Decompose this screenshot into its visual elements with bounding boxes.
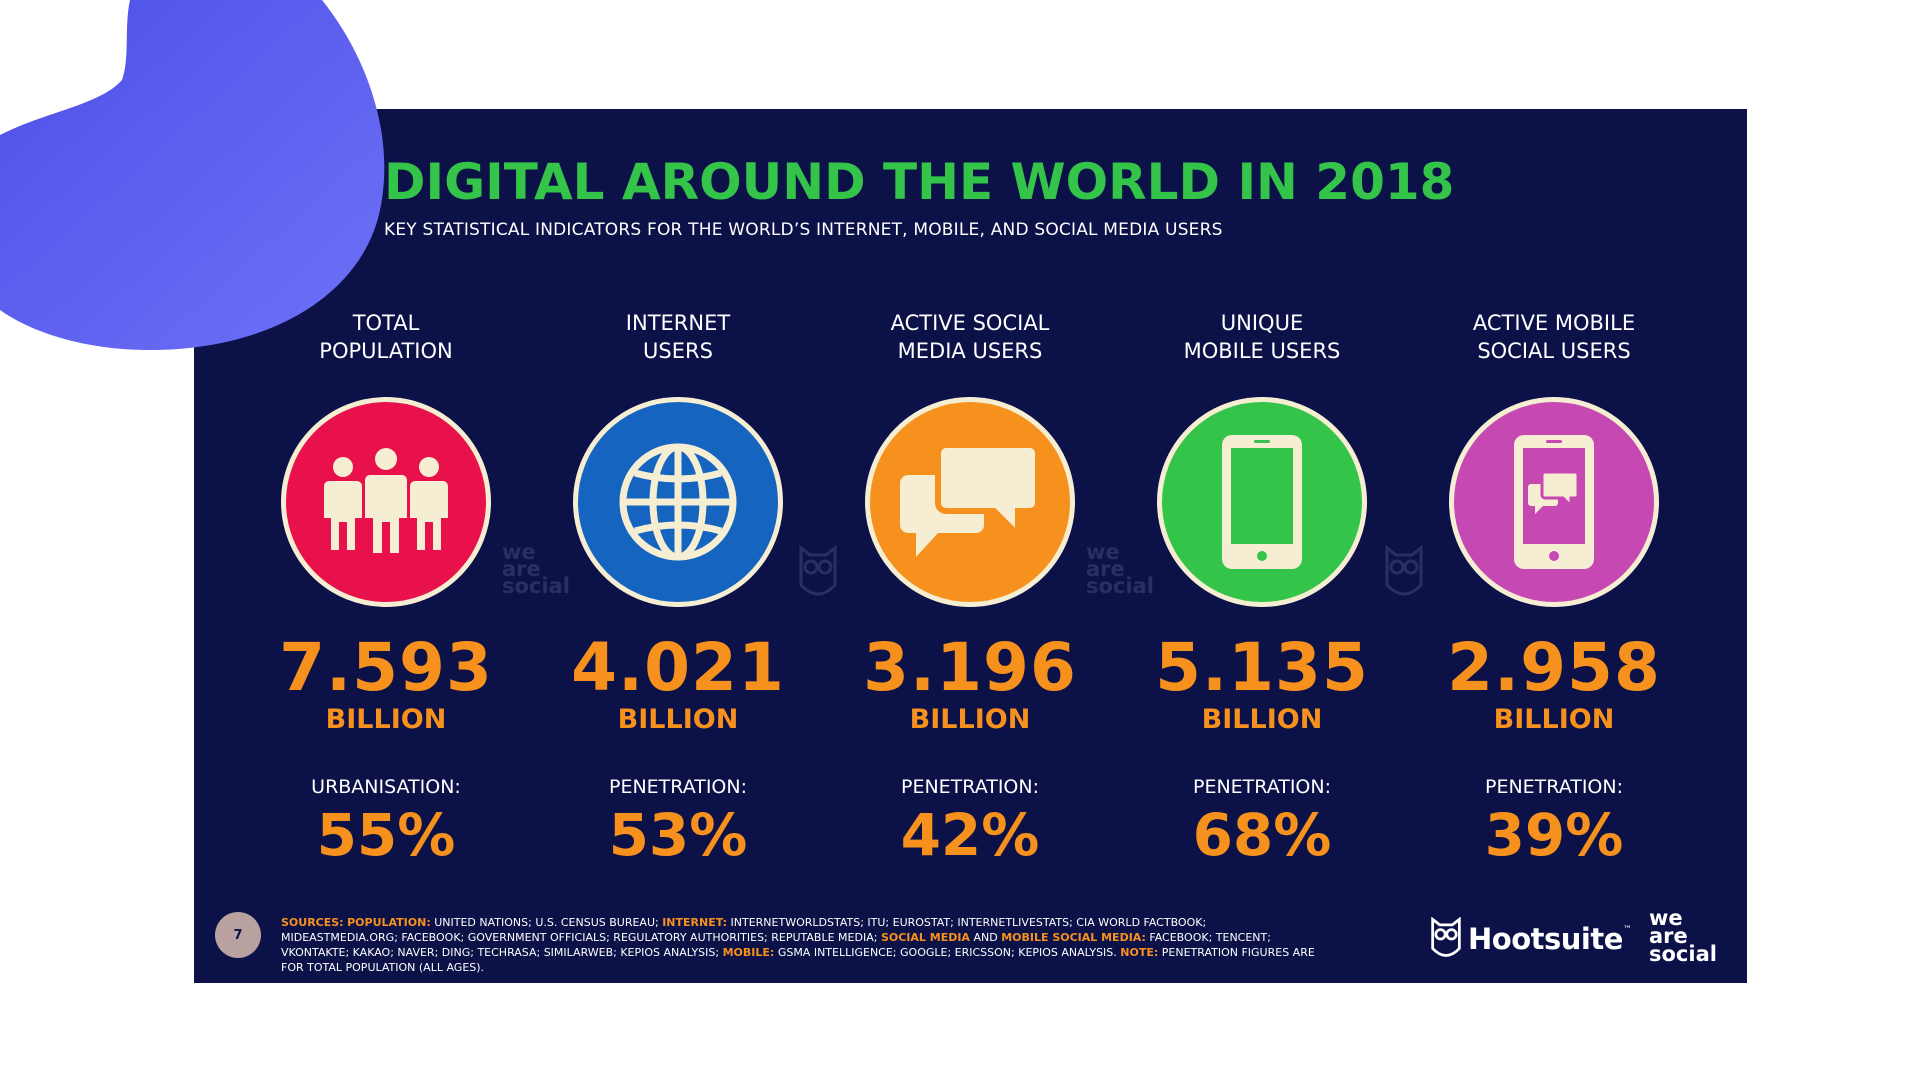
slide-title: DIGITAL AROUND THE WORLD IN 2018 — [384, 153, 1455, 211]
stat-sub-value: 53% — [608, 801, 748, 869]
hootsuite-logo: Hootsuite ™ — [1430, 917, 1632, 961]
stat-column-active-social-media-users: ACTIVE SOCIAL MEDIA USERS 3.196 BILLION … — [820, 309, 1120, 867]
stat-sub-label: PENETRATION: — [1484, 776, 1624, 798]
stat-value-big: 4.021 — [571, 629, 785, 706]
stat-sub-value: 68% — [1192, 801, 1332, 869]
stat-value-big: 2.958 — [1447, 629, 1661, 706]
social-media-icon-circle — [865, 397, 1075, 607]
column-heading: TOTAL POPULATION — [319, 311, 453, 363]
stat-unit: BILLION — [1201, 704, 1323, 735]
population-icon-circle — [281, 397, 491, 607]
stat-sub-value: 55% — [316, 801, 456, 869]
mobile-icon-circle — [1157, 397, 1367, 607]
people-icon — [324, 448, 448, 553]
infographic-slide: DIGITAL AROUND THE WORLD IN 2018 KEY STA… — [194, 109, 1747, 983]
owl-watermark-icon — [1385, 545, 1423, 596]
wearesocial-logo: we are social — [1649, 906, 1717, 966]
stat-sub-label: PENETRATION: — [608, 776, 748, 798]
globe-icon — [619, 443, 737, 561]
slide-subtitle: KEY STATISTICAL INDICATORS FOR THE WORLD… — [384, 220, 1223, 240]
internet-icon-circle — [573, 397, 783, 607]
stat-value-big: 7.593 — [279, 629, 493, 706]
stat-sub-label: PENETRATION: — [900, 776, 1040, 798]
stat-unit: BILLION — [909, 704, 1031, 735]
speech-bubbles-icon — [900, 442, 1040, 557]
stat-unit: BILLION — [617, 704, 739, 735]
column-heading: ACTIVE MOBILE SOCIAL USERS — [1472, 311, 1636, 363]
stat-sub-value: 39% — [1484, 801, 1624, 869]
stat-value-big: 3.196 — [863, 629, 1077, 706]
mobile-phone-icon — [1222, 435, 1302, 569]
stat-column-total-population: TOTAL POPULATION 7.593 BILLION URBANISAT… — [236, 309, 536, 867]
stat-unit: BILLION — [325, 704, 447, 735]
stat-value-big: 5.135 — [1155, 629, 1369, 706]
decorative-blob — [0, 0, 385, 350]
column-heading: UNIQUE MOBILE USERS — [1183, 311, 1341, 363]
stat-column-active-mobile-social-users: ACTIVE MOBILE SOCIAL USERS 2.958 BILLION… — [1404, 309, 1704, 867]
stat-sub-label: URBANISATION: — [311, 776, 461, 798]
wearesocial-watermark: we are social — [502, 540, 570, 598]
stat-sub-label: PENETRATION: — [1192, 776, 1332, 798]
column-heading: INTERNET USERS — [625, 311, 731, 363]
column-heading: ACTIVE SOCIAL MEDIA USERS — [890, 311, 1050, 363]
mobile-social-icon — [1514, 435, 1594, 569]
owl-watermark-icon — [799, 545, 837, 596]
hootsuite-owl-icon — [1431, 917, 1461, 957]
mobile-social-icon-circle — [1449, 397, 1659, 607]
page-number-badge: 7 — [215, 912, 261, 958]
stat-column-unique-mobile-users: UNIQUE MOBILE USERS 5.135 BILLION PENETR… — [1112, 309, 1412, 867]
stat-column-internet-users: INTERNET USERS 4.021 BILLION PENETRATION… — [528, 309, 828, 867]
sources-footnote: SOURCES: POPULATION: UNITED NATIONS; U.S… — [281, 916, 1315, 974]
stat-unit: BILLION — [1493, 704, 1615, 735]
wearesocial-watermark: we are social — [1086, 540, 1154, 598]
stat-sub-value: 42% — [900, 801, 1040, 869]
